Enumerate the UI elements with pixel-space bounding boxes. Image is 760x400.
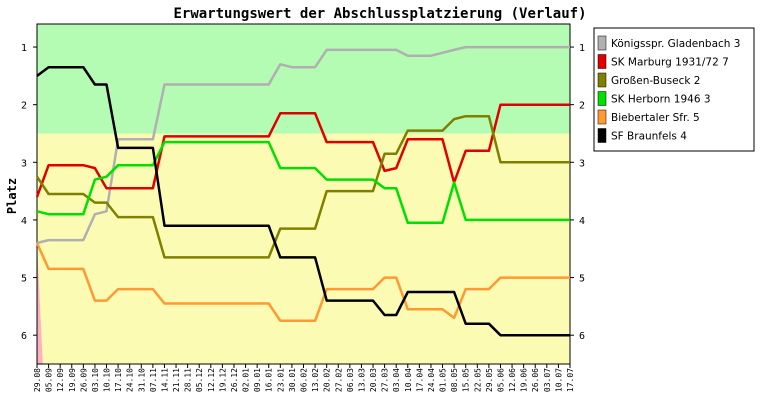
y-tick-label: 6 <box>21 331 27 342</box>
x-tick-label: 16.01 <box>265 368 274 392</box>
x-tick-label: 20.02 <box>323 368 332 392</box>
x-tick-label: 05.06 <box>496 368 505 392</box>
x-tick-label: 12.12 <box>207 368 216 392</box>
x-tick-label: 08.05 <box>450 368 459 392</box>
legend-label: SK Herborn 1946 3 <box>611 94 711 106</box>
chart-title: Erwartungswert der Abschlussplatzierung … <box>173 6 586 22</box>
x-tick-label: 13.03 <box>357 368 366 392</box>
x-tick-label: 24.04 <box>427 368 436 392</box>
x-tick-label: 24.10 <box>126 368 135 392</box>
x-tick-label: 19.09 <box>68 368 77 392</box>
y-tick-label: 5 <box>579 274 585 285</box>
x-tick-label: 26.09 <box>79 368 88 392</box>
x-tick-label: 26.12 <box>230 368 239 392</box>
x-tick-label: 12.09 <box>56 368 65 392</box>
y-tick-label: 2 <box>579 101 585 112</box>
x-tick-label: 29.08 <box>33 368 42 392</box>
y-tick-label: 5 <box>21 274 27 285</box>
legend-swatch <box>597 35 607 51</box>
x-tick-label: 28.11 <box>184 368 193 392</box>
legend-swatch <box>597 109 607 125</box>
legend-swatch <box>597 72 607 88</box>
x-tick-label: 19.12 <box>218 368 227 392</box>
x-tick-label: 06.02 <box>300 368 309 392</box>
y-tick-label: 3 <box>579 158 585 169</box>
y-tick-label: 1 <box>579 43 585 54</box>
x-tick-label: 03.07 <box>543 368 552 392</box>
x-tick-label: 06.03 <box>346 368 355 392</box>
x-tick-label: 17.07 <box>566 368 575 392</box>
legend-label: Großen-Buseck 2 <box>611 75 700 87</box>
zone-band <box>37 133 570 364</box>
legend-swatch <box>597 128 607 143</box>
x-tick-label: 14.11 <box>160 368 169 392</box>
y-tick-label: 1 <box>21 43 27 54</box>
legend-swatch <box>597 91 607 106</box>
x-tick-label: 27.02 <box>334 368 343 392</box>
series-line <box>36 140 570 225</box>
y-tick-label: 6 <box>579 331 585 342</box>
x-tick-label: 21.11 <box>172 368 181 392</box>
x-tick-label: 15.05 <box>462 368 471 392</box>
x-tick-label: 10.07 <box>554 368 563 392</box>
legend-label: SK Marburg 1931/72 7 <box>611 57 729 69</box>
x-tick-label: 30.01 <box>288 368 297 392</box>
y-tick-label: 4 <box>21 216 27 227</box>
x-tick-label: 05.09 <box>45 368 54 392</box>
series-line <box>35 242 570 323</box>
series-line <box>36 45 570 245</box>
x-tick-label: 20.03 <box>369 368 378 392</box>
x-tick-label: 31.10 <box>137 368 146 392</box>
legend-label: Biebertaler Sfr. 5 <box>611 112 700 124</box>
x-tick-label: 09.01 <box>253 368 262 392</box>
x-tick-label: 10.04 <box>404 368 413 392</box>
plot-area: 1 12 23 34 45 56 629.08 05.09 12.09 19.09 26.09 03.… <box>21 23 585 392</box>
x-tick-label: 12.06 <box>508 368 517 392</box>
series-line <box>35 114 570 259</box>
x-tick-label: 02.01 <box>242 368 251 392</box>
series-line <box>35 103 570 198</box>
area-mark <box>37 242 43 364</box>
y-tick-label: 2 <box>21 101 27 112</box>
legend-swatch <box>597 54 607 69</box>
x-tick-label: 26.06 <box>531 368 540 392</box>
x-tick-label: 13.02 <box>311 368 320 392</box>
x-tick-label: 19.06 <box>520 368 529 392</box>
y-axis-label: Platz <box>5 178 19 214</box>
x-tick-label: 01.05 <box>439 368 448 392</box>
x-tick-label: 17.04 <box>415 368 424 392</box>
legend: Königsspr. Gladenbach 3 SK Marburg 1931/7… <box>593 27 755 152</box>
y-tick-label: 4 <box>579 216 585 227</box>
legend-box <box>593 27 755 152</box>
y-tick-label: 3 <box>21 158 27 169</box>
legend-label: Königsspr. Gladenbach 3 <box>611 38 740 50</box>
legend-label: SF Braunfels 4 <box>611 131 687 143</box>
x-tick-label: 17.10 <box>114 368 123 392</box>
x-tick-label: 03.10 <box>91 368 100 392</box>
x-tick-label: 07.11 <box>149 368 158 392</box>
x-tick-label: 10.10 <box>103 368 112 392</box>
x-tick-label: 03.04 <box>392 368 401 392</box>
x-tick-label: 05.12 <box>195 368 204 392</box>
series-line <box>36 65 570 337</box>
x-tick-label: 27.03 <box>381 368 390 392</box>
x-tick-label: 29.05 <box>485 368 494 392</box>
x-tick-label: 22.05 <box>473 368 482 392</box>
x-tick-label: 23.01 <box>276 368 285 392</box>
